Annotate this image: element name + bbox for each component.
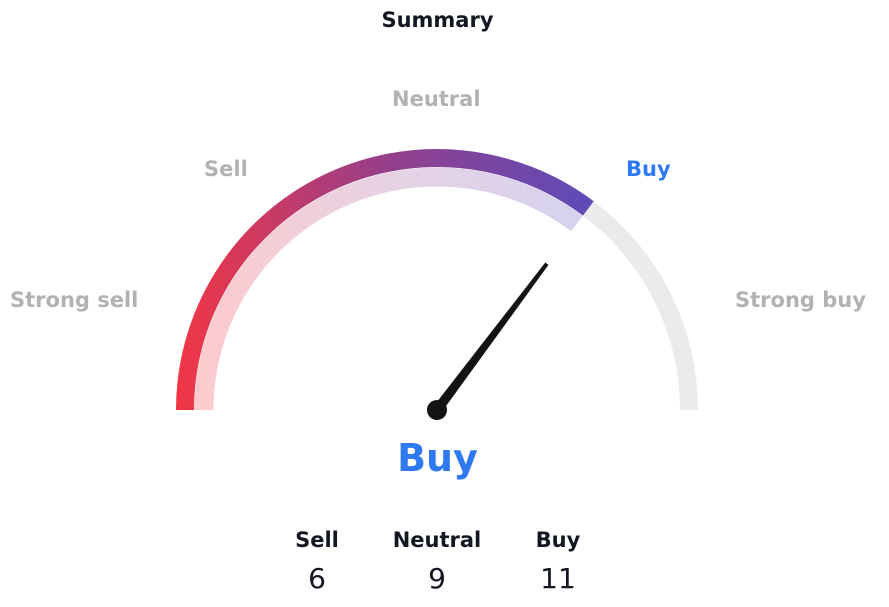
summary-result: Buy — [397, 436, 478, 480]
gauge-track — [176, 149, 698, 411]
count-neutral: Neutral 9 — [377, 528, 497, 595]
gauge-inner-arc — [194, 167, 583, 411]
scale-label-neutral: Neutral — [392, 87, 481, 111]
count-label: Neutral — [392, 528, 482, 552]
count-label: Sell — [295, 528, 339, 552]
scale-label-strong-buy: Strong buy — [735, 288, 866, 312]
scale-label-sell: Sell — [204, 157, 248, 181]
gauge-needle — [433, 262, 549, 414]
count-value: 9 — [428, 562, 446, 595]
count-value: 11 — [540, 562, 576, 595]
count-buy: Buy 11 — [498, 528, 618, 595]
count-label: Buy — [535, 528, 581, 552]
needle-pivot — [427, 400, 447, 420]
gauge-value-arc — [176, 149, 594, 411]
scale-label-strong-sell: Strong sell — [10, 288, 139, 312]
scale-label-buy: Buy — [626, 157, 671, 181]
count-sell: Sell 6 — [257, 528, 377, 595]
count-value: 6 — [308, 562, 326, 595]
gauge-title: Summary — [381, 8, 494, 32]
